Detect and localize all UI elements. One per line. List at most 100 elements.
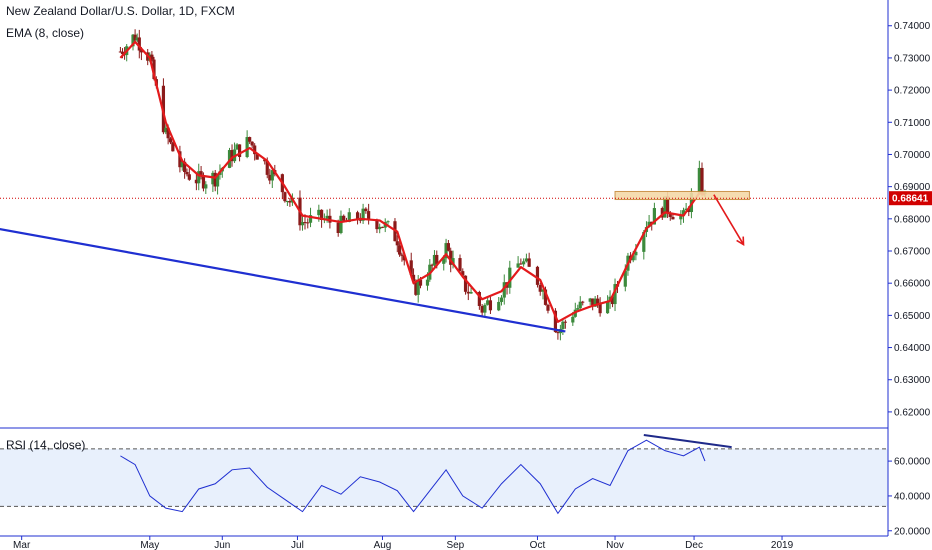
candle-102 bbox=[466, 283, 470, 301]
candle-113 bbox=[508, 260, 512, 294]
candle-body bbox=[250, 141, 254, 146]
candle-body bbox=[469, 292, 473, 294]
candle-15 bbox=[164, 123, 168, 135]
last-price-badge bbox=[889, 191, 932, 206]
candle-76 bbox=[380, 226, 385, 229]
candle-96 bbox=[446, 240, 450, 252]
candle-body bbox=[430, 264, 434, 266]
candle-body bbox=[480, 305, 484, 313]
rsi-divergence-line bbox=[643, 433, 732, 449]
candle-40 bbox=[248, 136, 252, 144]
rsi-line bbox=[120, 439, 706, 515]
candle-138 bbox=[598, 297, 602, 317]
candle-body bbox=[543, 289, 548, 305]
candle-22 bbox=[185, 168, 189, 177]
candle-body bbox=[519, 263, 523, 265]
candle-body bbox=[477, 292, 481, 306]
candle-body bbox=[245, 137, 249, 158]
candle-body bbox=[593, 298, 597, 307]
candle-72 bbox=[364, 207, 368, 214]
candle-body bbox=[194, 179, 198, 184]
candle-body bbox=[168, 138, 173, 143]
candle-body bbox=[444, 243, 448, 259]
candle-body bbox=[320, 209, 324, 220]
resistance-zone bbox=[614, 190, 750, 201]
candle-body bbox=[414, 281, 418, 295]
candle-body bbox=[187, 174, 191, 180]
candle-body bbox=[183, 161, 187, 173]
candle-body bbox=[211, 172, 215, 185]
candle-18 bbox=[171, 141, 175, 152]
candle-body bbox=[660, 208, 664, 218]
ema-legend: EMA (8, close) bbox=[6, 26, 85, 40]
candle-46 bbox=[268, 168, 272, 185]
candle-body bbox=[546, 304, 550, 311]
candle-body bbox=[411, 274, 416, 282]
price-tick-label-8: 0.66000 bbox=[894, 279, 931, 290]
candle-body bbox=[451, 258, 455, 265]
candle-104 bbox=[477, 290, 481, 310]
candle-body bbox=[442, 258, 446, 264]
candle-73 bbox=[367, 203, 371, 225]
rsi-tick-label-0: 60.0000 bbox=[894, 457, 931, 468]
time-tick-label-5: Oct bbox=[530, 540, 546, 550]
candle-body bbox=[197, 171, 201, 184]
candle-127 bbox=[561, 318, 565, 335]
candle-130 bbox=[573, 302, 577, 318]
candle-body bbox=[605, 301, 610, 314]
candle-body bbox=[563, 321, 567, 323]
candle-133 bbox=[581, 300, 585, 306]
candle-110 bbox=[499, 295, 504, 306]
candle-28 bbox=[204, 181, 208, 194]
candle-body bbox=[398, 245, 402, 255]
candle-body bbox=[416, 279, 420, 295]
candle-body bbox=[133, 34, 137, 41]
candle-29 bbox=[211, 170, 215, 193]
candle-120 bbox=[538, 282, 542, 296]
price-tick-label-5: 0.69000 bbox=[894, 182, 931, 193]
candle-55 bbox=[300, 214, 305, 231]
price-tick-label-10: 0.64000 bbox=[894, 343, 931, 354]
candle-161 bbox=[684, 202, 688, 211]
candle-body bbox=[687, 208, 691, 213]
candle-body bbox=[502, 282, 506, 298]
candle-164 bbox=[697, 160, 701, 195]
candle-body bbox=[666, 196, 670, 214]
candle-body bbox=[613, 284, 617, 305]
candle-99 bbox=[458, 254, 462, 272]
candle-body bbox=[204, 184, 208, 189]
support-trendline bbox=[0, 227, 566, 333]
candle-body bbox=[527, 258, 531, 267]
candle-30 bbox=[213, 169, 217, 192]
time-tick-label-4: Sep bbox=[446, 540, 464, 550]
ema-line bbox=[119, 40, 706, 323]
candle-135 bbox=[591, 298, 595, 311]
candle-body bbox=[463, 275, 468, 292]
candle-body bbox=[642, 231, 646, 252]
candle-body bbox=[171, 142, 175, 152]
candle-body bbox=[400, 254, 404, 256]
candle-92 bbox=[432, 250, 437, 269]
price-tick-label-9: 0.65000 bbox=[894, 311, 931, 322]
price-tick-label-11: 0.63000 bbox=[894, 375, 931, 386]
candle-body bbox=[578, 301, 582, 309]
candle-body bbox=[137, 37, 141, 51]
candle-137 bbox=[596, 295, 600, 308]
candle-body bbox=[342, 215, 346, 221]
price-tick-label-6: 0.68000 bbox=[894, 214, 931, 225]
candle-body bbox=[418, 279, 423, 286]
candle-body bbox=[516, 263, 520, 268]
candle-body bbox=[367, 211, 371, 220]
candle-body bbox=[488, 300, 493, 311]
candle-body bbox=[486, 300, 490, 305]
rsi-tick-label-1: 40.0000 bbox=[894, 491, 931, 502]
candle-body bbox=[679, 215, 683, 220]
candle-body bbox=[623, 270, 627, 287]
candle-body bbox=[634, 251, 638, 256]
candle-19 bbox=[178, 145, 182, 173]
candle-body bbox=[185, 172, 189, 175]
candle-63 bbox=[328, 208, 332, 229]
candle-31 bbox=[215, 174, 220, 195]
candle-118 bbox=[527, 252, 531, 267]
